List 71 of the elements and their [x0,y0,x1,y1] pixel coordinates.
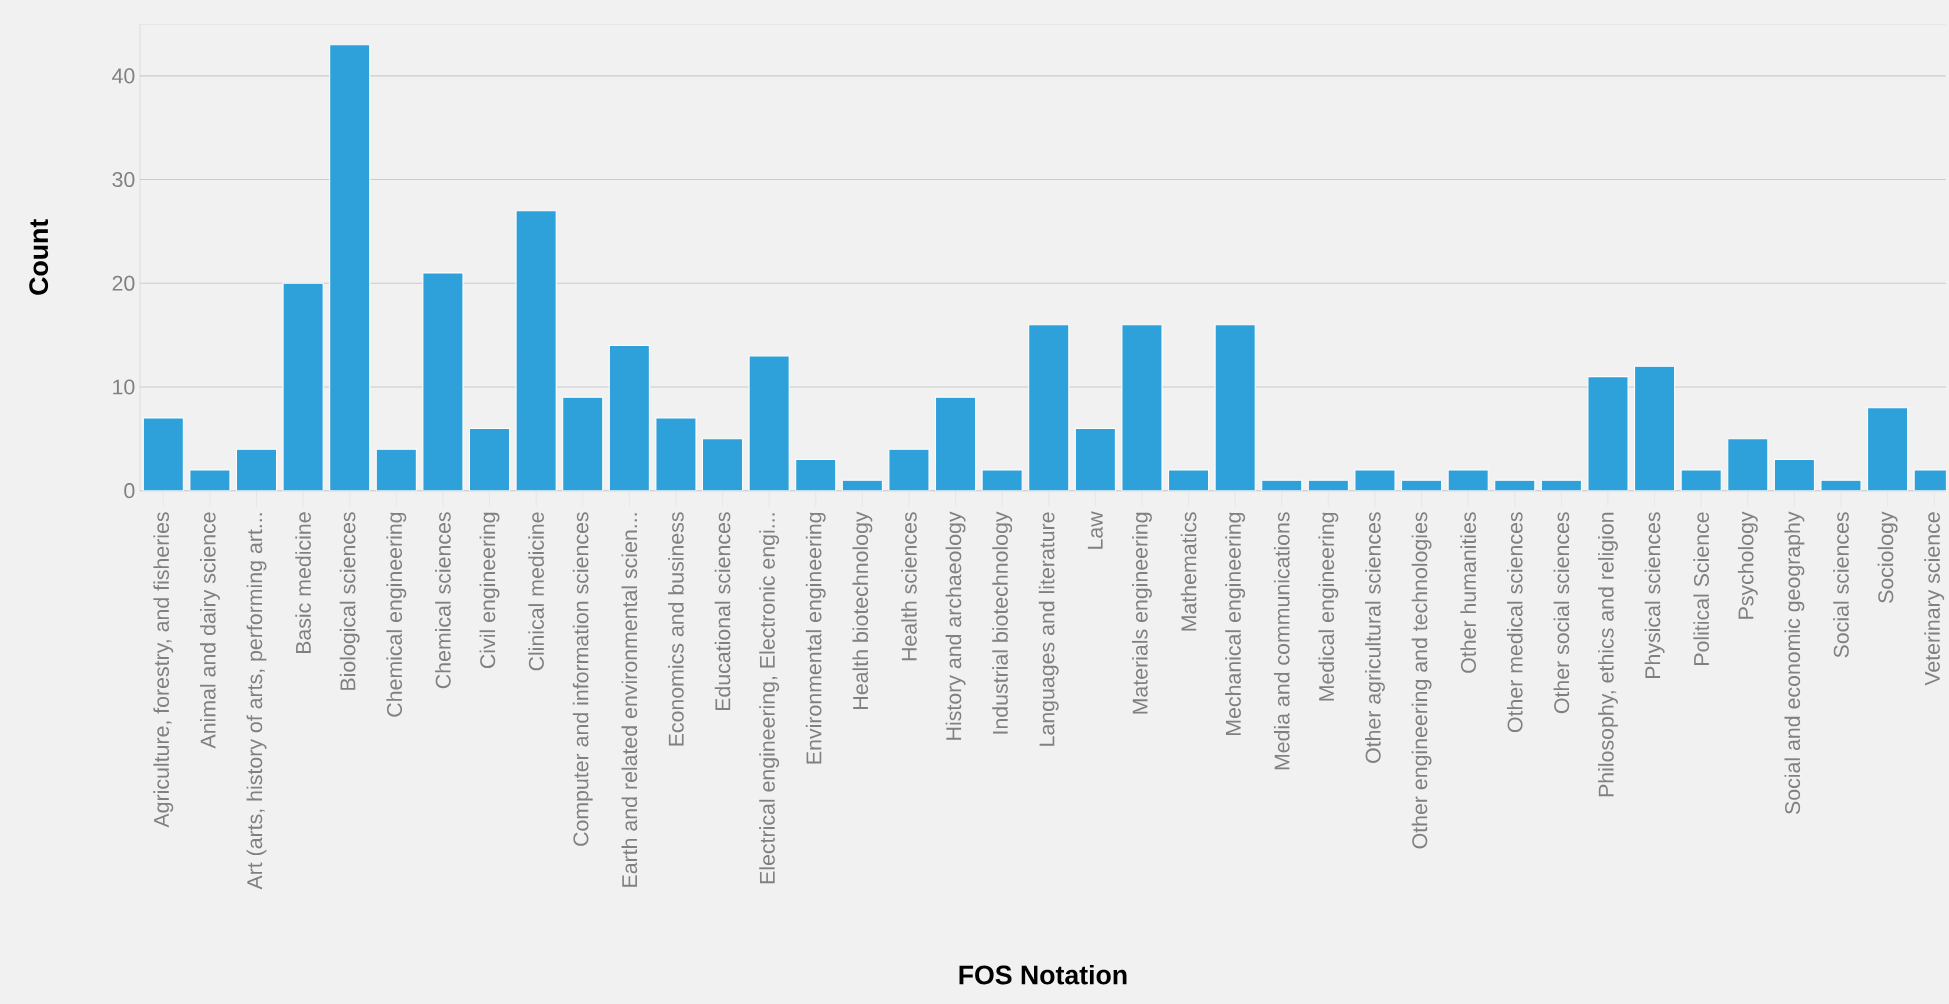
bar [1867,407,1908,491]
y-tick-label: 0 [124,483,135,499]
bar [1634,366,1675,491]
x-tick-label: Social and economic geography [1784,511,1805,815]
bar [795,459,836,491]
x-tick-label: Mechanical engineering [1225,512,1246,735]
x-tick-label: Languages and literature [1038,512,1059,746]
y-axis-title: Count [29,219,49,295]
x-tick-label: Clinical medicine [528,512,544,671]
x-tick-label: Sociology [1877,511,1898,603]
x-axis-title: FOS Notation [959,964,1127,985]
y-tick-label: 40 [112,68,135,84]
x-tick-label: Art (arts, history of arts, performing art... [246,513,267,890]
bar [1075,428,1116,491]
bar [702,438,743,491]
x-tick-label: Veterinary science [1924,512,1945,686]
y-tick-label: 10 [113,379,135,395]
x-tick-label: Health sciences [901,512,917,661]
bar [749,355,790,491]
x-tick-label: History and archaeology [945,511,966,740]
x-tick-label: Physical sciences [1644,512,1665,678]
x-tick-label: Psychology [1737,511,1758,619]
bar [376,449,417,491]
x-tick-label: Social sciences [1833,512,1849,658]
bar [935,397,976,491]
x-tick-label: Mathematics [1180,512,1197,631]
x-tick-label: Philosophy, ethics and religion [1598,512,1618,797]
x-tick-label: Industrial biotechnology [992,511,1013,734]
y-tick-label: 30 [112,172,135,188]
x-tick-label: Animal and dairy science [199,512,220,749]
bar [283,283,324,491]
bar [655,418,696,491]
x-tick-label: Economics and business [668,512,684,746]
bar [143,418,184,491]
bar [1587,376,1629,491]
bar [1774,459,1815,491]
bar [469,428,510,491]
x-tick-label: Law [1087,511,1103,549]
bar [1727,438,1768,491]
x-tick-label: Health biotechnology [852,511,873,709]
x-tick-label: Biological sciences [339,512,360,690]
x-tick-label: Political Science [1693,512,1710,665]
bar [236,449,277,491]
bar [1215,324,1256,491]
x-tick-label: Media and communications [1273,512,1290,770]
x-tick-label: Other humanities [1460,512,1477,673]
x-tick-label: Educational sciences [714,512,731,711]
x-tick-label: Basic medicine [295,512,311,654]
bar [516,210,557,491]
bar [329,44,370,491]
x-tick-label: Other social sciences [1553,512,1570,714]
bar [1121,324,1162,491]
x-tick-label: Chemical sciences [435,512,451,689]
bar [422,272,463,491]
x-tick-label: Other engineering and technologies [1411,512,1432,849]
x-tick-label: Computer and information sciences [572,512,593,846]
x-tick-label: Chemical engineering [386,512,407,717]
bar [888,449,929,491]
x-tick-label: Civil engineering [479,512,500,669]
y-tick-label: 20 [112,275,135,291]
bar [562,397,603,491]
x-tick-label: Other medical sciences [1506,512,1523,733]
x-tick-label: Agriculture, forestry, and fisheries [153,512,174,828]
x-tick-label: Electrical engineering, Electronic engi... [759,513,780,884]
x-tick-label: Materials engineering [1132,512,1152,714]
x-tick-label: Medical engineering [1318,512,1339,701]
bar [1028,324,1069,491]
bar [609,345,650,491]
x-tick-label: Environmental engineering [805,512,826,764]
x-tick-label: Other agricultural sciences [1365,512,1385,763]
x-tick-label: Earth and related environmental scien... [621,513,638,887]
